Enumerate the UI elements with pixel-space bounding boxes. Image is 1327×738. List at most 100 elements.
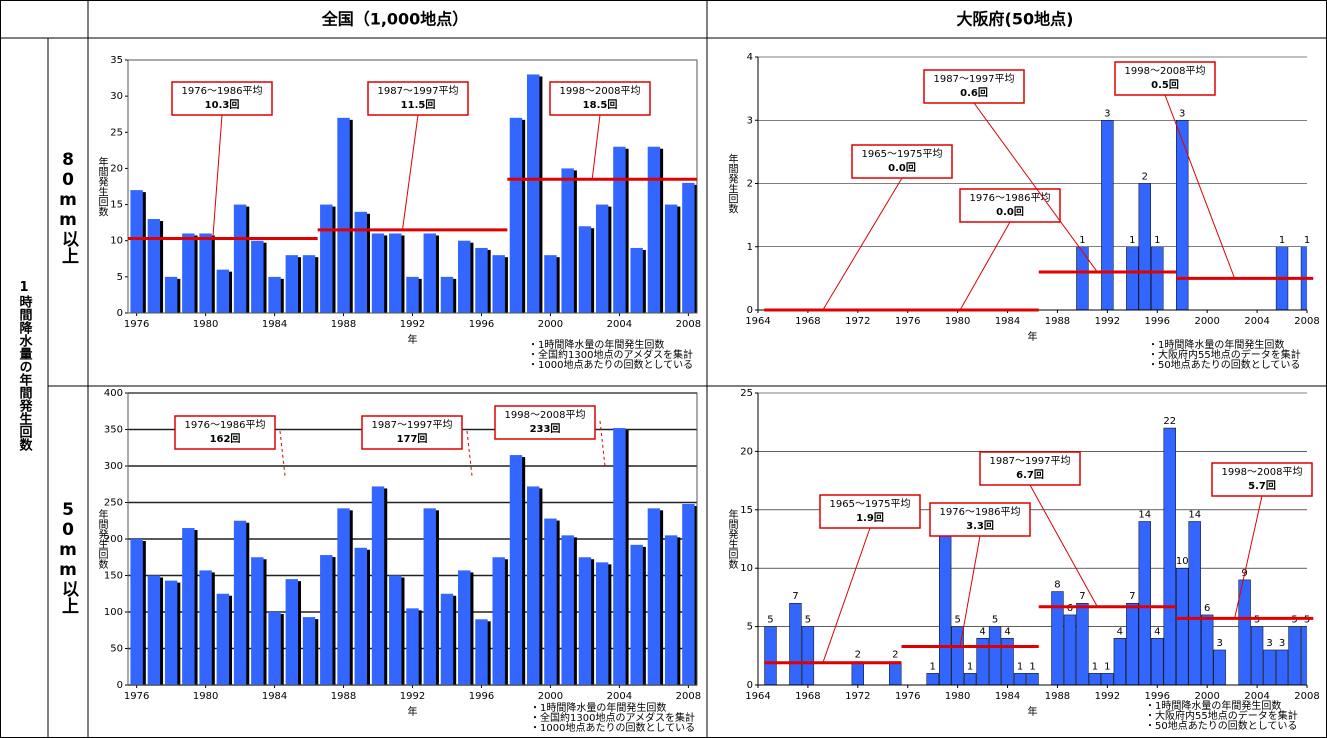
x-tick-label: 1988 bbox=[1045, 691, 1070, 702]
note: ・50地点あたりの回数としている bbox=[1145, 719, 1297, 732]
value-label: 1 bbox=[1079, 235, 1085, 246]
value-label: 1 bbox=[1154, 235, 1160, 246]
x-axis-label: 年 bbox=[408, 705, 418, 718]
value-label: 5 bbox=[1291, 615, 1297, 626]
bar bbox=[233, 204, 247, 313]
callout-line bbox=[1234, 495, 1263, 619]
bar bbox=[389, 575, 402, 685]
callout-box bbox=[1211, 462, 1313, 497]
x-tick-label: 2000 bbox=[538, 319, 563, 330]
callout-line bbox=[973, 102, 1098, 273]
bar bbox=[613, 428, 626, 685]
x-tick-label: 1988 bbox=[331, 691, 356, 702]
bars bbox=[130, 428, 697, 685]
value-label: 4 bbox=[1154, 626, 1160, 637]
y-tick-label: 15 bbox=[110, 200, 123, 211]
callout-box bbox=[171, 81, 273, 116]
bar bbox=[1176, 120, 1189, 310]
bar bbox=[337, 508, 350, 685]
x-tick-label: 1992 bbox=[1095, 691, 1120, 702]
bar bbox=[1101, 120, 1114, 310]
bar bbox=[371, 233, 385, 313]
callout-box bbox=[494, 405, 596, 440]
x-tick-label: 1996 bbox=[1145, 316, 1170, 327]
bars bbox=[764, 427, 1307, 685]
callout-label: 1987〜1997平均 bbox=[378, 85, 459, 97]
bar bbox=[851, 661, 864, 685]
callout-value: 3.3回 bbox=[966, 520, 994, 532]
callout-line bbox=[1029, 484, 1098, 607]
bar bbox=[1151, 638, 1164, 685]
bar bbox=[130, 190, 143, 313]
plot-frame bbox=[127, 59, 698, 314]
bar bbox=[389, 233, 402, 313]
value-label: 1 bbox=[1029, 661, 1035, 672]
note: ・1時間降水量の年間発生回数 bbox=[1148, 338, 1284, 351]
value-label: 3 bbox=[1104, 108, 1110, 119]
bar bbox=[285, 579, 299, 685]
bar bbox=[1101, 673, 1114, 685]
callout-value: 5.7回 bbox=[1248, 480, 1276, 492]
bar bbox=[1088, 673, 1102, 685]
bar bbox=[147, 575, 161, 685]
bar bbox=[544, 255, 557, 313]
x-tick-label: 1976 bbox=[895, 691, 920, 702]
bar bbox=[526, 74, 540, 313]
bar bbox=[1300, 626, 1307, 685]
bar bbox=[889, 661, 902, 685]
column-header: 全国（1,000地点） bbox=[321, 10, 469, 29]
callout-value: 6.7回 bbox=[1016, 469, 1044, 481]
y-tick-label: 200 bbox=[104, 534, 123, 545]
bar bbox=[492, 255, 505, 313]
bar bbox=[630, 544, 643, 685]
y-tick-label: 3 bbox=[747, 115, 753, 126]
y-tick-label: 400 bbox=[104, 388, 123, 399]
x-tick-label: 1980 bbox=[193, 319, 218, 330]
callout-box bbox=[979, 451, 1081, 486]
x-tick-label: 1980 bbox=[193, 691, 218, 702]
bar bbox=[1288, 626, 1301, 685]
note: ・1時間降水量の年間発生回数 bbox=[528, 338, 664, 351]
y-tick-label: 35 bbox=[110, 55, 123, 66]
callout-box bbox=[367, 81, 469, 116]
bar bbox=[182, 233, 195, 313]
callout-label: 1976〜1986平均 bbox=[182, 85, 263, 97]
note: ・大阪府内55地点のデータを集計 bbox=[1148, 348, 1301, 361]
y-tick-label: 100 bbox=[104, 607, 123, 618]
callout-label: 1965〜1975平均 bbox=[830, 498, 911, 510]
callout-value: 177回 bbox=[397, 433, 428, 445]
row-label: 80mm以上 bbox=[58, 150, 79, 264]
callout-value: 0.0回 bbox=[888, 162, 916, 174]
value-label: 3 bbox=[1179, 108, 1185, 119]
y-tick-label: 0 bbox=[747, 680, 753, 691]
x-tick-label: 2000 bbox=[1194, 316, 1219, 327]
value-label: 7 bbox=[1129, 591, 1135, 602]
bar bbox=[1113, 638, 1127, 685]
bar bbox=[1076, 602, 1089, 685]
bar bbox=[561, 168, 574, 313]
bar bbox=[285, 255, 299, 313]
value-label: 1 bbox=[967, 661, 973, 672]
bar bbox=[561, 535, 574, 685]
value-label: 1 bbox=[1104, 661, 1110, 672]
bar bbox=[1201, 614, 1214, 685]
value-label: 5 bbox=[767, 615, 773, 626]
y-tick-label: 15 bbox=[740, 505, 753, 516]
bar bbox=[147, 219, 161, 313]
y-tick-label: 50 bbox=[110, 644, 123, 655]
bar bbox=[1138, 183, 1151, 310]
bar bbox=[475, 247, 488, 313]
y-tick-label: 10 bbox=[740, 563, 753, 574]
bars bbox=[1076, 120, 1307, 310]
bar bbox=[1176, 567, 1189, 685]
value-label: 5 bbox=[954, 615, 960, 626]
callout-label: 1998〜2008平均 bbox=[1125, 65, 1206, 77]
bar bbox=[440, 593, 454, 685]
y-tick-label: 0 bbox=[117, 680, 123, 691]
y-tick-label: 20 bbox=[740, 446, 753, 457]
bar bbox=[613, 146, 626, 313]
bar bbox=[682, 503, 695, 685]
bar bbox=[509, 117, 523, 313]
bar bbox=[164, 276, 178, 313]
bar bbox=[475, 619, 488, 685]
